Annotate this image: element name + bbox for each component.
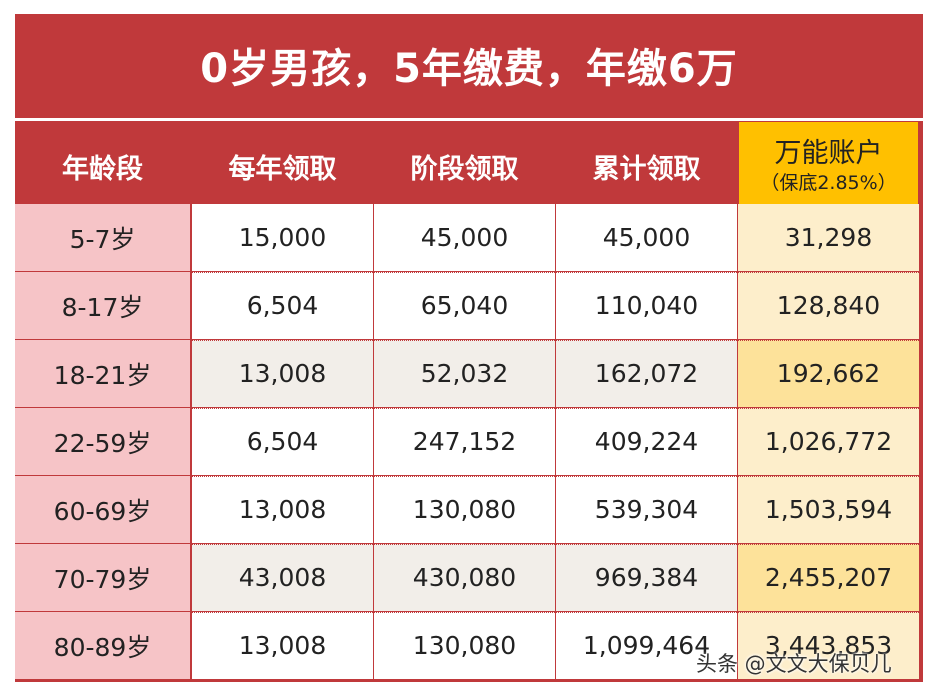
cell-cumulative: 969,384 <box>556 544 737 611</box>
row-divider <box>190 340 923 341</box>
header-stage: 阶段领取 <box>410 154 519 185</box>
cell-age: 18-21岁 <box>15 340 190 407</box>
cell-stage: 130,080 <box>374 476 555 543</box>
cell-universal: 3,443,853 <box>738 612 919 679</box>
cell-stage: 65,040 <box>374 272 555 339</box>
row-divider <box>190 272 923 273</box>
cell-cumulative: 1,099,464 <box>556 612 737 679</box>
cell-cumulative: 110,040 <box>556 272 737 339</box>
cell-age: 80-89岁 <box>15 612 190 679</box>
row-divider <box>190 544 923 545</box>
cell-annual: 13,008 <box>192 340 373 407</box>
table-frame: 0岁男孩，5年缴费，年缴6万 年龄段 每年领取 阶段领取 累计领取 万能账户 （… <box>15 14 923 682</box>
cell-annual: 6,504 <box>192 408 373 475</box>
cell-universal: 31,298 <box>738 204 919 271</box>
cell-age: 5-7岁 <box>15 204 190 271</box>
cell-age: 22-59岁 <box>15 408 190 475</box>
cell-cumulative: 162,072 <box>556 340 737 407</box>
cell-universal: 2,455,207 <box>738 544 919 611</box>
title-divider <box>15 118 923 121</box>
cell-age: 70-79岁 <box>15 544 190 611</box>
cell-stage: 430,080 <box>374 544 555 611</box>
cell-universal: 192,662 <box>738 340 919 407</box>
cell-annual: 13,008 <box>192 476 373 543</box>
header-annual: 每年领取 <box>228 154 337 185</box>
cell-stage: 130,080 <box>374 612 555 679</box>
cell-age: 60-69岁 <box>15 476 190 543</box>
cell-age: 8-17岁 <box>15 272 190 339</box>
cell-stage: 247,152 <box>374 408 555 475</box>
cell-universal: 1,503,594 <box>738 476 919 543</box>
row-divider <box>190 408 923 409</box>
cell-annual: 6,504 <box>192 272 373 339</box>
header-universal: 万能账户 （保底2.85%） <box>739 122 918 211</box>
header-cumulative: 累计领取 <box>592 154 701 185</box>
page-title: 0岁男孩，5年缴费，年缴6万 <box>200 46 738 92</box>
cell-universal: 128,840 <box>738 272 919 339</box>
cell-stage: 52,032 <box>374 340 555 407</box>
cell-cumulative: 539,304 <box>556 476 737 543</box>
cell-stage: 45,000 <box>374 204 555 271</box>
row-divider <box>190 476 923 477</box>
cell-universal: 1,026,772 <box>738 408 919 475</box>
cell-cumulative: 409,224 <box>556 408 737 475</box>
row-divider <box>190 612 923 613</box>
cell-annual: 13,008 <box>192 612 373 679</box>
cell-annual: 15,000 <box>192 204 373 271</box>
cell-cumulative: 45,000 <box>556 204 737 271</box>
header-age: 年龄段 <box>62 154 143 185</box>
header-universal-note: （保底2.85%） <box>760 171 897 194</box>
header-universal-label: 万能账户 <box>774 137 883 169</box>
watermark: 头条 @文文大保贝儿 <box>696 652 892 676</box>
cell-annual: 43,008 <box>192 544 373 611</box>
